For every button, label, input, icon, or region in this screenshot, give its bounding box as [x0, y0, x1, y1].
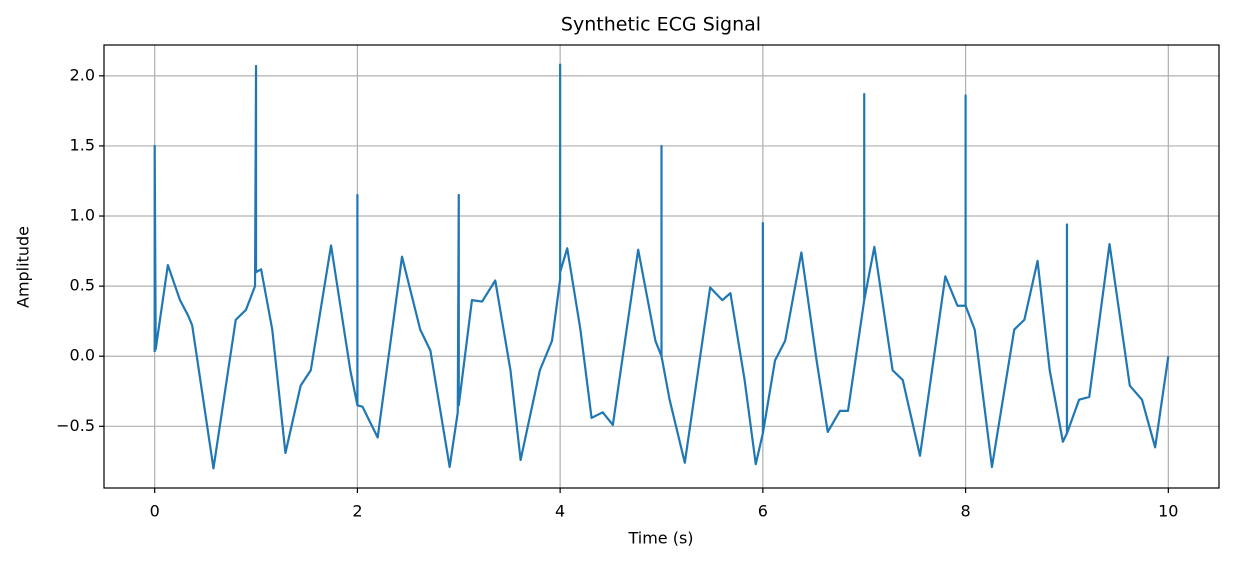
plot-frame [103, 44, 1220, 489]
x-tick-label: 4 [555, 502, 565, 521]
x-tick-label: 6 [758, 502, 768, 521]
x-tick-label: 2 [352, 502, 362, 521]
line [153, 63, 1170, 470]
x-tick-label: 8 [960, 502, 970, 521]
y-tick-label: 0.0 [70, 346, 95, 365]
x-tick-label: 10 [1158, 502, 1178, 521]
x-axis-label: Time (s) [627, 529, 693, 548]
y-tick-label: 0.5 [70, 276, 95, 295]
y-tick-label: 1.0 [70, 206, 95, 225]
chart-title: Synthetic ECG Signal [561, 14, 761, 36]
y-axis-label: Amplitude [14, 226, 33, 308]
y-tick-label: 2.0 [70, 65, 95, 84]
y-tick-label: −0.5 [56, 416, 95, 435]
y-tick-label: 1.5 [70, 135, 95, 154]
x-tick-label: 0 [150, 502, 160, 521]
